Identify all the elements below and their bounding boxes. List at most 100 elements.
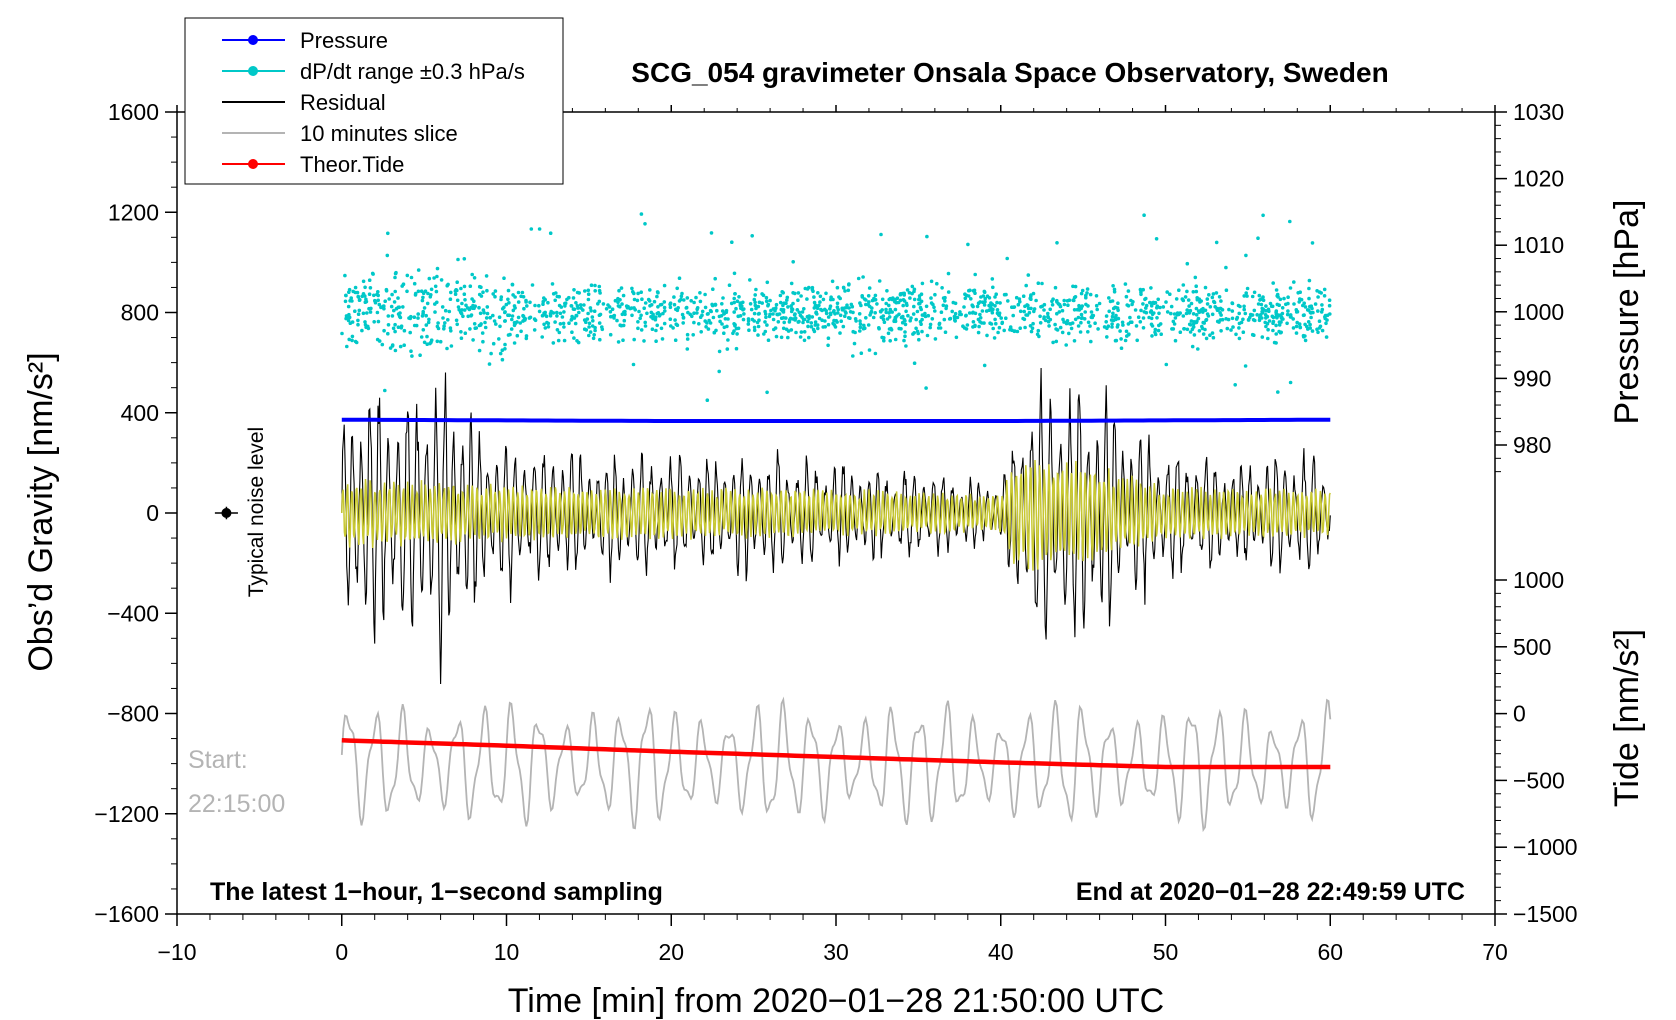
dpdt-point [617, 288, 621, 293]
dpdt-point [503, 319, 507, 323]
dpdt-point [766, 302, 771, 307]
dpdt-point [435, 300, 439, 305]
dpdt-point [996, 330, 1000, 335]
dpdt-point [675, 323, 680, 328]
dpdt-point [1310, 241, 1315, 245]
dpdt-point [985, 294, 990, 299]
dpdt-point [704, 325, 708, 329]
dpdt-point [630, 286, 634, 291]
dpdt-point [631, 290, 635, 294]
dpdt-point [1298, 325, 1302, 329]
dpdt-point [440, 305, 445, 309]
dpdt-point [760, 292, 764, 296]
dpdt-point [463, 298, 467, 302]
dpdt-point [448, 297, 453, 302]
dpdt-point [662, 283, 667, 288]
dpdt-point [471, 338, 475, 342]
dpdt-point [898, 292, 903, 297]
dpdt-point [720, 309, 725, 313]
dpdt-point [416, 316, 420, 320]
dpdt-point [1257, 318, 1262, 323]
dpdt-point [994, 321, 998, 326]
dpdt-point [1301, 333, 1306, 338]
dpdt-point [613, 298, 618, 303]
dpdt-point [377, 339, 382, 343]
dpdt-point [1230, 316, 1235, 321]
dpdt-point [616, 300, 620, 305]
dpdt-point [412, 281, 417, 286]
slice-line [340, 696, 1332, 833]
dpdt-point [933, 292, 937, 297]
dpdt-point [368, 286, 373, 290]
dpdt-point [555, 310, 559, 315]
dpdt-point [893, 319, 898, 324]
legend-label: Residual [300, 90, 386, 115]
dpdt-point [1245, 294, 1249, 298]
pressure-axis-ticks: 1030 1020 1010 1000 990 980 [1495, 99, 1564, 473]
dpdt-point [633, 308, 637, 312]
dpdt-point [1307, 278, 1312, 283]
dpdt-point [1150, 324, 1155, 328]
dpdt-point [369, 306, 373, 311]
dpdt-point [753, 300, 757, 305]
dpdt-point [843, 289, 847, 293]
dpdt-point [976, 301, 981, 306]
dpdt-point [731, 331, 735, 336]
dpdt-point [511, 308, 516, 313]
dpdt-point [436, 321, 440, 325]
dpdt-point [416, 289, 421, 294]
dpdt-point [1187, 311, 1192, 315]
dpdt-point [402, 343, 407, 348]
dpdt-point [389, 304, 394, 309]
dpdt-point [386, 231, 390, 236]
dpdt-point [1252, 333, 1256, 338]
dpdt-point [869, 309, 874, 314]
tide-tick-label: 1000 [1513, 567, 1564, 593]
dpdt-point [843, 314, 847, 319]
dpdt-point [1022, 309, 1026, 314]
dpdt-point [1104, 320, 1108, 324]
dpdt-point [698, 315, 703, 320]
dpdt-point [1046, 311, 1050, 316]
dpdt-point [885, 317, 890, 321]
dpdt-point [742, 307, 746, 311]
dpdt-point [870, 306, 874, 310]
dpdt-point [871, 315, 876, 320]
dpdt-point [1053, 322, 1057, 327]
dpdt-point [1030, 326, 1035, 331]
dpdt-point [379, 305, 383, 310]
dpdt-point [926, 313, 931, 318]
dpdt-point [586, 311, 590, 316]
dpdt-point [643, 324, 648, 328]
dpdt-point [396, 325, 401, 330]
dpdt-point [826, 343, 830, 348]
dpdt-point [1068, 322, 1072, 326]
dpdt-point [1139, 308, 1143, 313]
dpdt-point [1328, 312, 1332, 316]
dpdt-point [1182, 327, 1186, 331]
dpdt-point [837, 295, 841, 299]
dpdt-point [455, 298, 460, 303]
dpdt-point [492, 319, 497, 323]
dpdt-point [383, 388, 387, 393]
dpdt-point [1155, 316, 1159, 320]
dpdt-point [1308, 310, 1313, 315]
dpdt-point [1073, 284, 1078, 289]
dpdt-point [571, 296, 576, 300]
dpdt-point [809, 321, 814, 325]
dpdt-point [781, 326, 786, 331]
dpdt-point [990, 302, 995, 307]
dpdt-point [449, 290, 453, 295]
dpdt-point [814, 311, 818, 315]
dpdt-point [1125, 334, 1129, 338]
dpdt-point [1169, 311, 1173, 316]
dpdt-point [971, 289, 976, 293]
dpdt-point [1307, 286, 1311, 291]
dpdt-point [793, 312, 797, 316]
dpdt-point [965, 323, 970, 327]
dpdt-point [623, 309, 627, 314]
dpdt-point [795, 308, 800, 312]
dpdt-point [1124, 294, 1129, 299]
dpdt-point [648, 304, 652, 308]
dpdt-point [1266, 307, 1271, 312]
